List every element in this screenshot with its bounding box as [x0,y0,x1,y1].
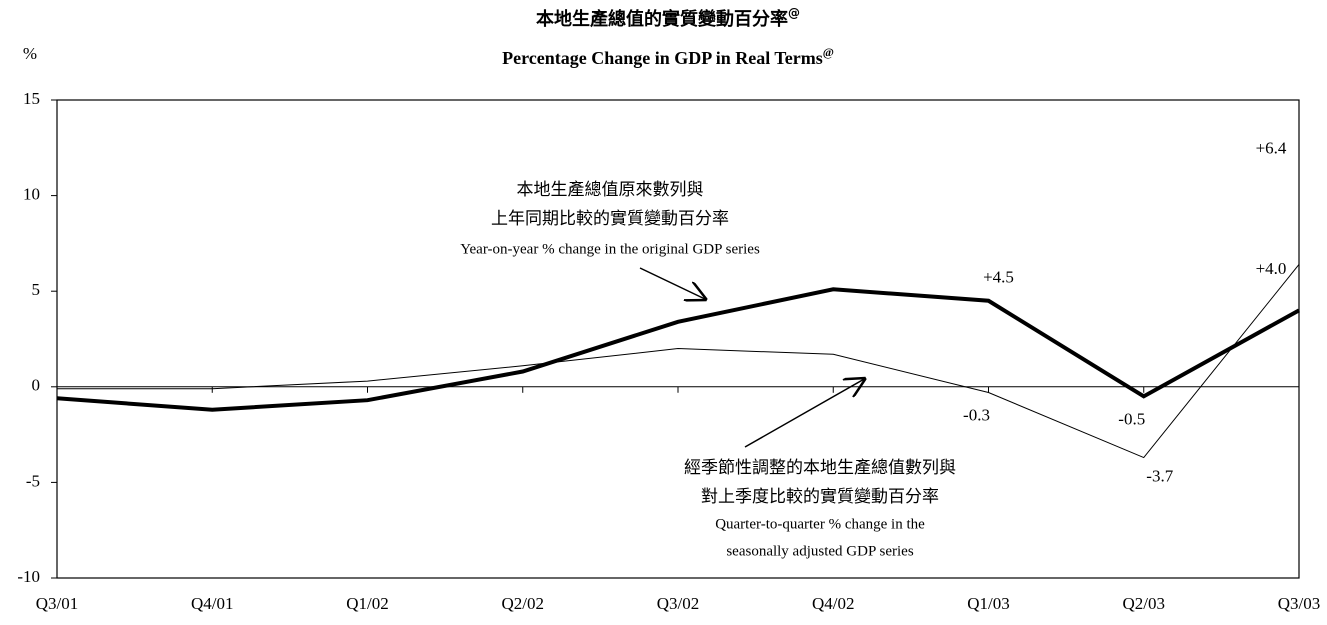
arrow [639,267,707,300]
series-line [57,264,1300,459]
x-tick-label: Q4/02 [812,594,855,613]
x-tick-label: Q3/02 [657,594,700,613]
x-tick-label: Q4/01 [191,594,234,613]
data-label: -0.3 [963,405,990,424]
annotation: seasonally adjusted GDP series [726,543,913,559]
data-label: -0.5 [1118,409,1145,428]
y-tick-label: 0 [32,376,41,395]
subtitle-text: Percentage Change in GDP in Real Terms [502,48,823,68]
data-label: +4.0 [1256,259,1287,278]
data-label: +6.4 [1256,138,1287,157]
x-tick-label: Q1/03 [967,594,1010,613]
title-superscript: @ [788,6,800,20]
annotation: 本地生產總值原來數列與 [517,180,704,200]
series-line [56,287,1300,412]
y-tick-label: 5 [32,280,41,299]
chart-title: 本地生產總值的實質變動百分率@ [536,6,800,31]
annotation: Year-on-year % change in the original GD… [460,241,760,257]
annotation: Quarter-to-quarter % change in the [715,516,925,532]
x-tick-label: Q2/02 [502,594,545,613]
annotation: 上年同期比較的實質變動百分率 [491,209,729,229]
title-text: 本地生產總值的實質變動百分率 [536,8,788,30]
data-label: -3.7 [1146,466,1173,485]
y-tick-label: 15 [23,89,40,108]
annotation: 對上季度比較的實質變動百分率 [701,487,939,507]
y-tick-label: -10 [17,567,40,586]
plot-frame [56,99,1300,579]
x-tick-label: Q1/02 [346,594,389,613]
y-tick-label: -5 [26,471,40,490]
y-tick-label: 10 [23,185,40,204]
arrow [744,378,866,448]
annotation: 經季節性調整的本地生產總值數列與 [684,458,956,478]
y-axis-label: % [23,44,37,63]
subtitle-superscript: @ [823,45,834,59]
data-label: +4.5 [983,268,1014,287]
x-tick-label: Q2/03 [1123,594,1166,613]
chart-subtitle: Percentage Change in GDP in Real Terms@ [502,45,834,68]
x-tick-label: Q3/03 [1278,594,1321,613]
x-tick-label: Q3/01 [36,594,79,613]
